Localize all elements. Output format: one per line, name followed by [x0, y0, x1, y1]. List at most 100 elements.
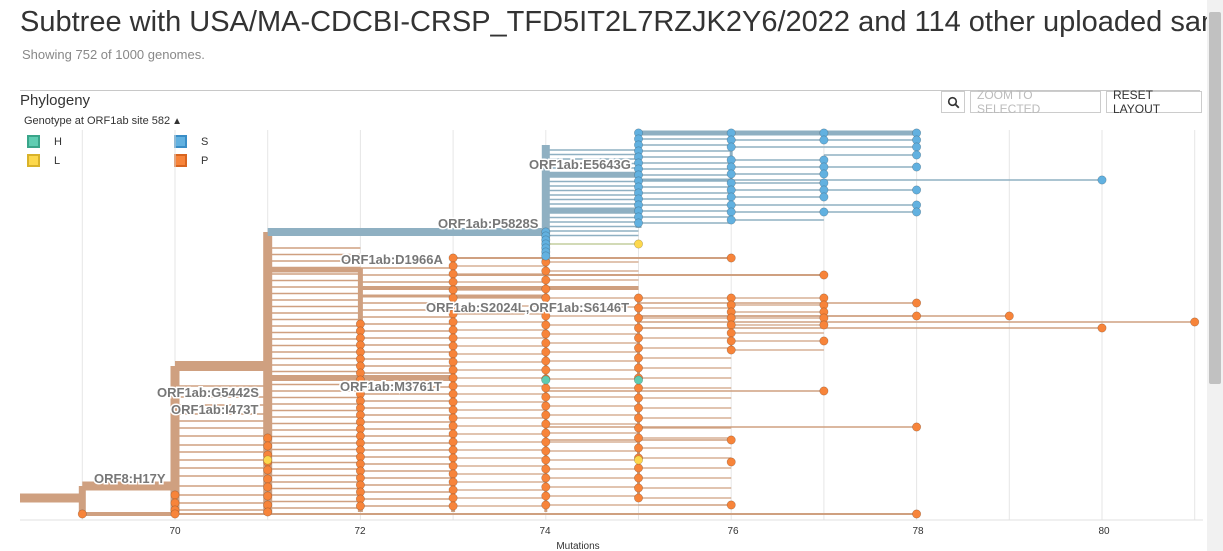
tip[interactable] [819, 270, 829, 280]
tip[interactable] [819, 336, 829, 346]
tip[interactable] [633, 383, 643, 393]
tip[interactable] [448, 445, 458, 455]
tip[interactable] [912, 509, 922, 519]
tip[interactable] [448, 357, 458, 367]
tip[interactable] [541, 383, 551, 393]
tip[interactable] [541, 482, 551, 492]
tip[interactable] [541, 428, 551, 438]
tip[interactable] [448, 461, 458, 471]
tip[interactable] [541, 329, 551, 339]
tip[interactable] [541, 500, 551, 510]
tip[interactable] [263, 465, 273, 475]
legend-item-h[interactable]: H [27, 135, 62, 148]
tip[interactable] [448, 373, 458, 383]
tip[interactable] [1097, 175, 1107, 185]
tip[interactable] [726, 435, 736, 445]
tip[interactable] [726, 328, 736, 338]
tip[interactable] [541, 293, 551, 303]
tip[interactable] [541, 284, 551, 294]
tip[interactable] [541, 473, 551, 483]
tip[interactable] [633, 313, 643, 323]
tip[interactable] [541, 266, 551, 276]
tip[interactable] [912, 150, 922, 160]
tip[interactable] [541, 347, 551, 357]
tip[interactable] [448, 413, 458, 423]
tip[interactable] [1004, 311, 1014, 321]
tip[interactable] [819, 135, 829, 145]
tip[interactable] [912, 185, 922, 195]
page-scrollbar-thumb[interactable] [1209, 12, 1221, 384]
tip[interactable] [541, 446, 551, 456]
tip[interactable] [541, 401, 551, 411]
tip[interactable] [448, 429, 458, 439]
tip[interactable] [1190, 317, 1200, 327]
tip[interactable] [726, 457, 736, 467]
tip[interactable] [541, 464, 551, 474]
tip[interactable] [819, 320, 829, 330]
tip[interactable] [633, 303, 643, 313]
tip[interactable] [912, 311, 922, 321]
tip[interactable] [541, 251, 551, 261]
tip[interactable] [819, 386, 829, 396]
tip[interactable] [448, 341, 458, 351]
tip[interactable] [633, 483, 643, 493]
tip[interactable] [77, 509, 87, 519]
tip[interactable] [263, 433, 273, 443]
tip[interactable] [633, 293, 643, 303]
tip[interactable] [633, 493, 643, 503]
tip[interactable] [1097, 323, 1107, 333]
tip[interactable] [263, 474, 273, 484]
tip[interactable] [448, 469, 458, 479]
tip[interactable] [726, 320, 736, 330]
tip[interactable] [726, 192, 736, 202]
tip[interactable] [263, 441, 273, 451]
tip[interactable] [263, 455, 273, 465]
tip[interactable] [448, 285, 458, 295]
tip[interactable] [448, 261, 458, 271]
tip[interactable] [819, 192, 829, 202]
tip[interactable] [448, 253, 458, 263]
zoom-button[interactable] [941, 91, 965, 113]
tip[interactable] [633, 423, 643, 433]
tip[interactable] [448, 389, 458, 399]
tip[interactable] [633, 239, 643, 249]
tip[interactable] [726, 345, 736, 355]
tip[interactable] [633, 343, 643, 353]
tip[interactable] [633, 323, 643, 333]
tree-branches[interactable] [20, 130, 1195, 516]
tip[interactable] [633, 375, 643, 385]
tip[interactable] [448, 421, 458, 431]
tip[interactable] [633, 455, 643, 465]
tip[interactable] [448, 365, 458, 375]
tip[interactable] [541, 365, 551, 375]
tip[interactable] [912, 142, 922, 152]
tip[interactable] [633, 473, 643, 483]
tip[interactable] [448, 397, 458, 407]
tip[interactable] [355, 501, 365, 511]
tip[interactable] [541, 455, 551, 465]
tip[interactable] [633, 433, 643, 443]
tree-tips[interactable] [77, 128, 1200, 519]
tip[interactable] [541, 356, 551, 366]
tip[interactable] [541, 419, 551, 429]
tip[interactable] [541, 311, 551, 321]
zoom-to-selected-button[interactable]: ZOOM TO SELECTED [970, 88, 1101, 116]
tip[interactable] [726, 253, 736, 263]
tip[interactable] [448, 477, 458, 487]
tip[interactable] [726, 336, 736, 346]
tip[interactable] [726, 207, 736, 217]
tip[interactable] [448, 485, 458, 495]
tip[interactable] [633, 403, 643, 413]
tip[interactable] [726, 142, 736, 152]
tip[interactable] [819, 169, 829, 179]
tip[interactable] [448, 501, 458, 511]
tip[interactable] [541, 275, 551, 285]
tip[interactable] [541, 338, 551, 348]
tip[interactable] [541, 375, 551, 385]
tip[interactable] [263, 507, 273, 517]
tip[interactable] [448, 381, 458, 391]
tip[interactable] [448, 269, 458, 279]
tip[interactable] [912, 207, 922, 217]
tip[interactable] [448, 437, 458, 447]
